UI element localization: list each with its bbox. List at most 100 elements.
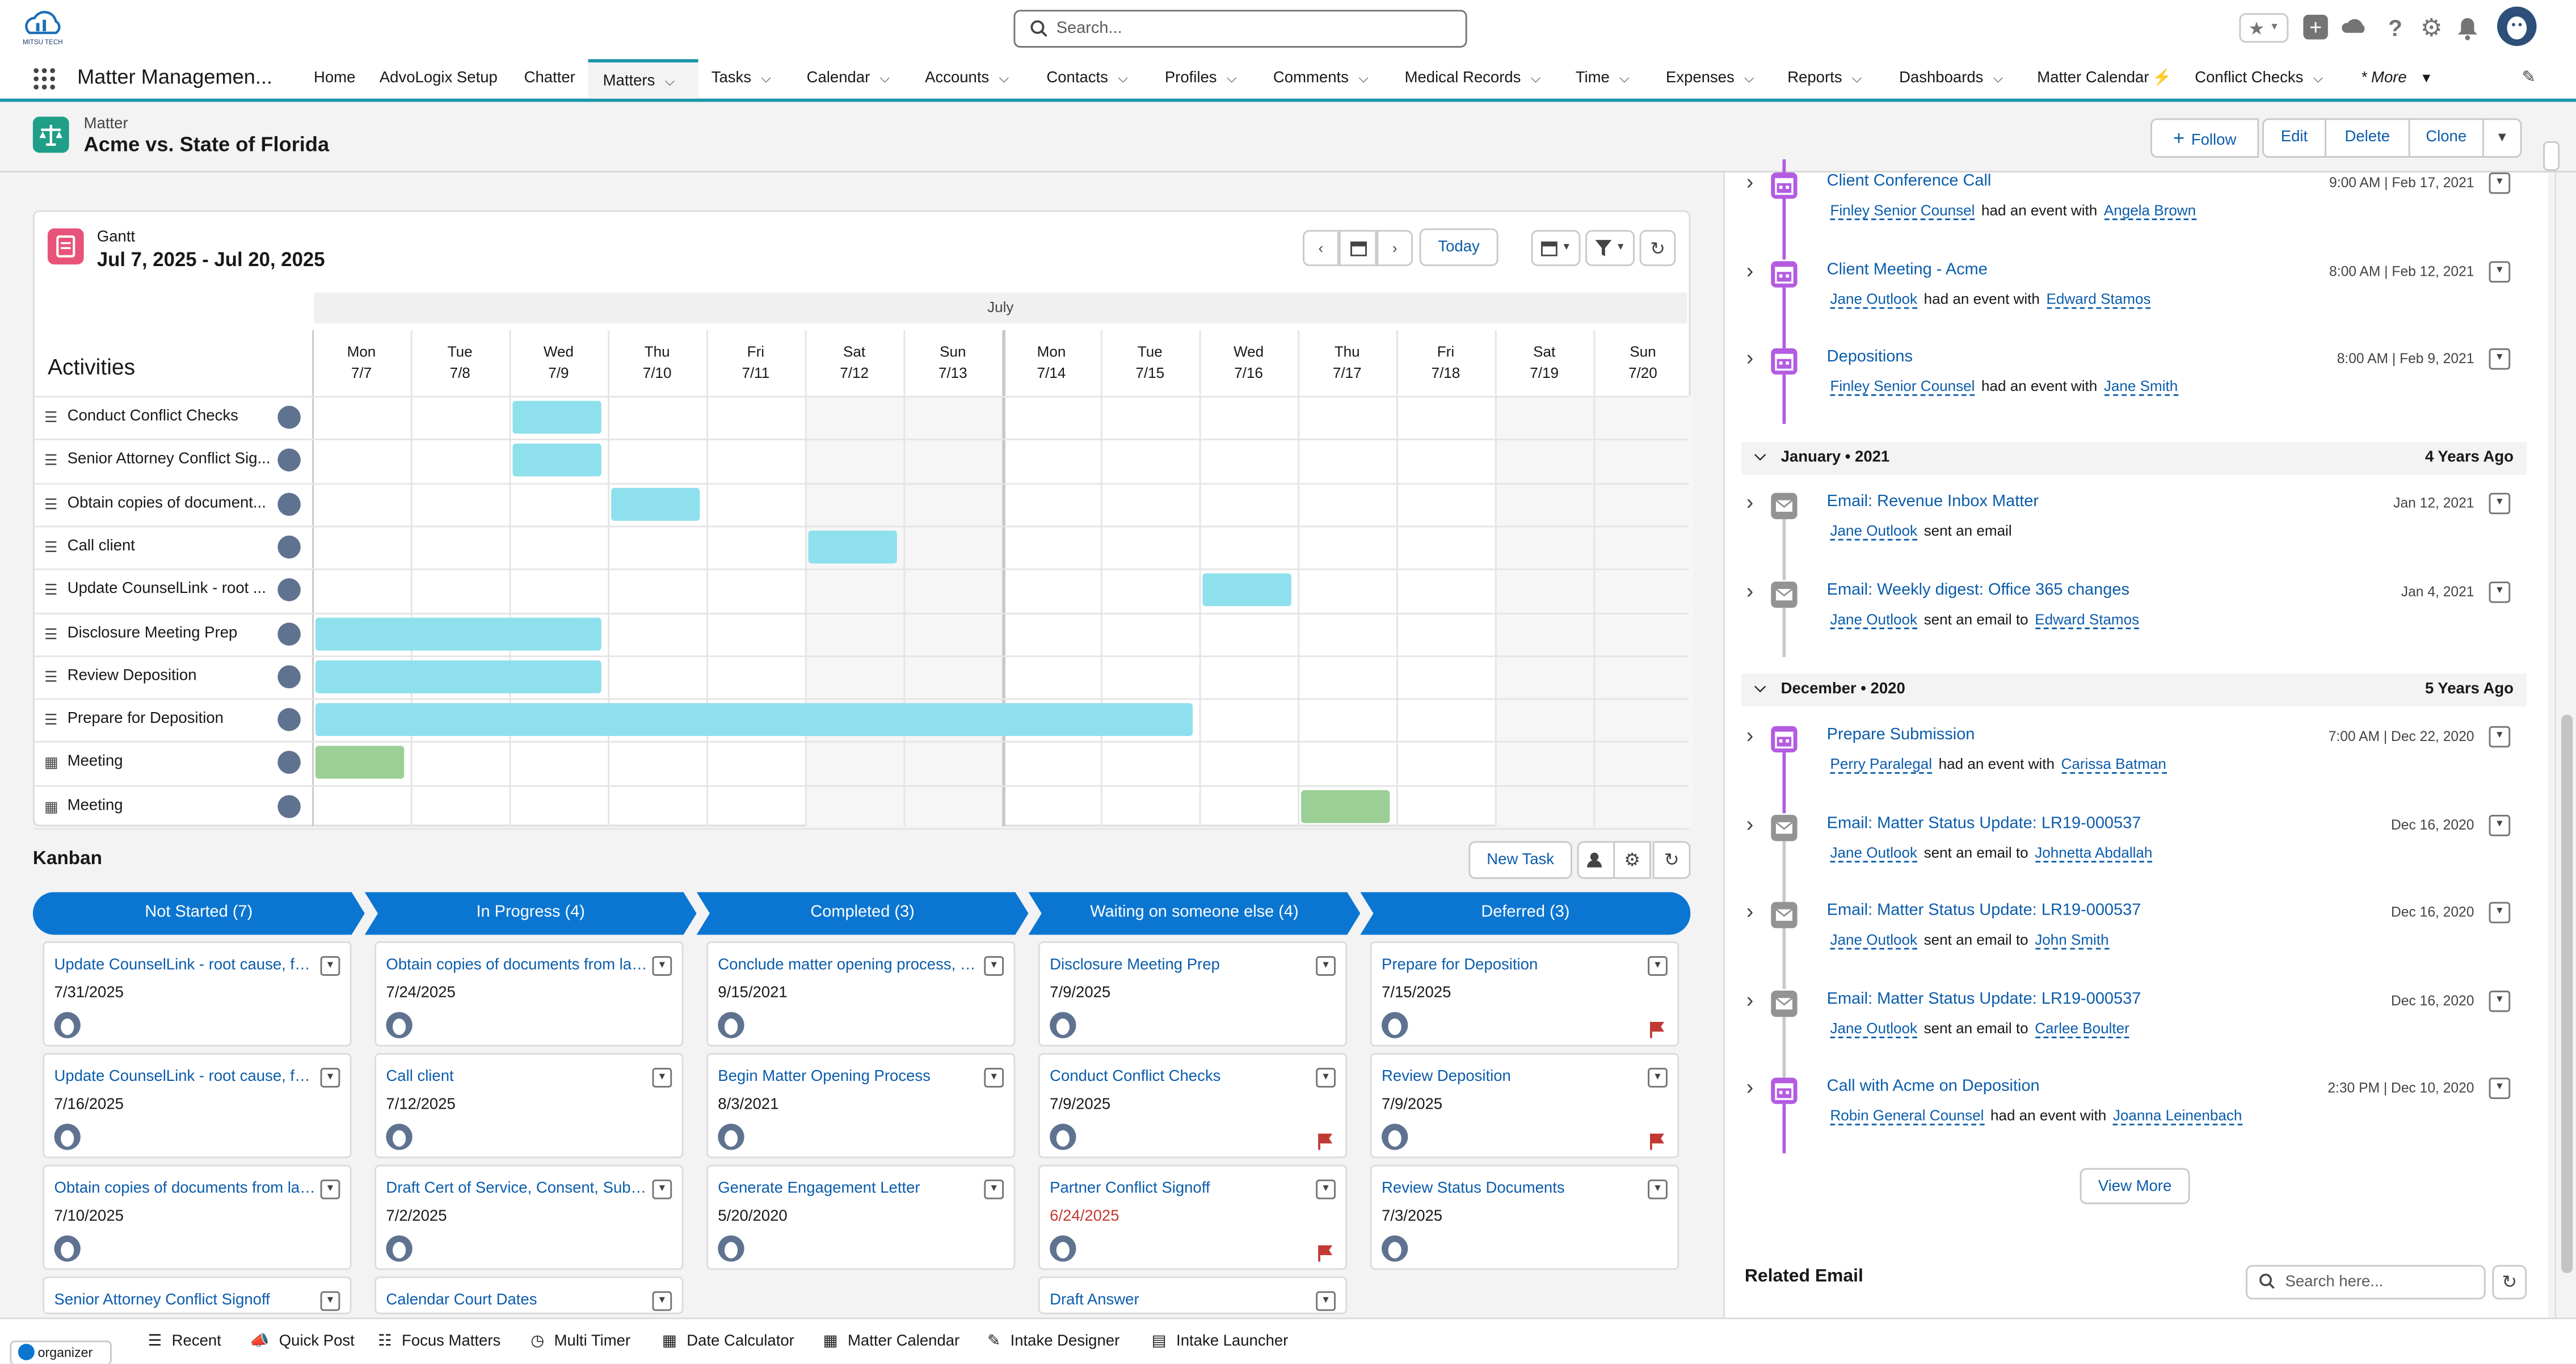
- chevron-down-icon[interactable]: ⌵: [1993, 70, 2003, 86]
- edit-button[interactable]: Edit: [2262, 118, 2326, 158]
- card-owner-avatar[interactable]: [718, 1012, 744, 1038]
- related-email-search-input[interactable]: Search here...: [2246, 1265, 2486, 1300]
- card-menu-chevron-down-icon[interactable]: ▼: [320, 956, 340, 976]
- card-owner-avatar[interactable]: [386, 1235, 413, 1262]
- gantt-task-bar[interactable]: [315, 660, 601, 693]
- owner-avatar[interactable]: [277, 492, 301, 515]
- card-title[interactable]: Conclude matter opening process, up...: [718, 956, 981, 974]
- utility-item-matter-calendar[interactable]: ▦ Matter Calendar: [823, 1332, 960, 1350]
- card-title[interactable]: Conduct Conflict Checks: [1050, 1068, 1221, 1086]
- actor-link[interactable]: Perry Paralegal: [1830, 755, 1932, 774]
- expand-chevron-right-icon[interactable]: ›: [1746, 898, 1754, 924]
- item-menu-chevron-down-icon[interactable]: ▼: [2489, 348, 2511, 370]
- chevron-down-icon[interactable]: ⌵: [1851, 70, 1862, 86]
- owner-avatar[interactable]: [277, 665, 301, 688]
- chevron-down-icon[interactable]: ⌵: [1619, 70, 1630, 86]
- card-title[interactable]: Review Status Documents: [1382, 1179, 1565, 1198]
- item-menu-chevron-down-icon[interactable]: ▼: [2489, 1077, 2511, 1100]
- app-launcher-icon[interactable]: [33, 68, 56, 91]
- clone-button[interactable]: Clone: [2408, 118, 2484, 158]
- card-menu-chevron-down-icon[interactable]: ▼: [984, 956, 1004, 976]
- item-menu-chevron-down-icon[interactable]: ▼: [2489, 902, 2511, 924]
- gantt-next-button[interactable]: ›: [1377, 230, 1413, 267]
- recipient-link[interactable]: Carlee Boulter: [2035, 1019, 2129, 1038]
- card-title[interactable]: Call client: [386, 1068, 454, 1086]
- recipient-link[interactable]: Joanna Leinenbach: [2112, 1107, 2242, 1126]
- activity-row[interactable]: ▦ Meeting: [35, 742, 310, 784]
- help-icon[interactable]: ?: [2388, 15, 2402, 41]
- more-actions-button[interactable]: ▼: [2482, 118, 2522, 158]
- favorites-star-icon[interactable]: ★ ▼: [2239, 13, 2289, 43]
- kanban-card[interactable]: Update CounselLink - root cause, fact...…: [43, 1053, 352, 1159]
- kanban-card[interactable]: Draft Cert of Service, Consent, Substi..…: [374, 1164, 684, 1270]
- activity-row[interactable]: ☰ Review Deposition: [35, 655, 310, 698]
- gantt-prev-button[interactable]: ‹: [1303, 230, 1339, 267]
- expand-chevron-right-icon[interactable]: ›: [1746, 986, 1754, 1012]
- page-scrollbar[interactable]: [2554, 172, 2576, 1318]
- activity-row[interactable]: ▦ Meeting: [35, 785, 310, 827]
- chevron-down-icon[interactable]: ⌵: [1744, 70, 1754, 86]
- recipient-link[interactable]: Jane Smith: [2103, 377, 2178, 396]
- activity-row[interactable]: ☰ Call client: [35, 525, 310, 568]
- gantt-today-button[interactable]: Today: [1419, 228, 1499, 267]
- owner-avatar[interactable]: [277, 449, 301, 472]
- actor-link[interactable]: Jane Outlook: [1830, 522, 1917, 541]
- utility-item-intake-designer[interactable]: ✎ Intake Designer: [987, 1332, 1119, 1350]
- card-menu-chevron-down-icon[interactable]: ▼: [984, 1179, 1004, 1199]
- user-avatar[interactable]: [2497, 6, 2537, 47]
- card-menu-chevron-down-icon[interactable]: ▼: [320, 1179, 340, 1199]
- timeline-item-title[interactable]: Call with Acme on Deposition: [1826, 1077, 2040, 1096]
- card-title[interactable]: Review Deposition: [1382, 1068, 1511, 1086]
- card-menu-chevron-down-icon[interactable]: ▼: [1316, 1068, 1336, 1088]
- owner-avatar[interactable]: [277, 621, 301, 645]
- timeline-item-title[interactable]: Email: Matter Status Update: LR19-000537: [1826, 814, 2141, 832]
- card-owner-avatar[interactable]: [1050, 1123, 1076, 1150]
- card-menu-chevron-down-icon[interactable]: ▼: [320, 1291, 340, 1311]
- nav-item-accounts[interactable]: Accounts ⌵: [925, 59, 1009, 98]
- kanban-card[interactable]: Partner Conflict Signoff ▼ 6/24/2025: [1038, 1164, 1348, 1270]
- card-owner-avatar[interactable]: [1382, 1012, 1408, 1038]
- chevron-down-icon[interactable]: ⌵: [879, 70, 890, 86]
- card-title[interactable]: Draft Cert of Service, Consent, Substi..…: [386, 1179, 649, 1198]
- trailhead-cloud-icon[interactable]: [2341, 15, 2367, 49]
- utility-item-intake-launcher[interactable]: ▤ Intake Launcher: [1152, 1332, 1289, 1350]
- gantt-event-bar[interactable]: [1301, 789, 1390, 823]
- recipient-link[interactable]: Edward Stamos: [2046, 290, 2151, 308]
- gantt-task-bar[interactable]: [512, 401, 601, 434]
- chevron-down-icon[interactable]: ⌵: [1754, 447, 1766, 464]
- kanban-card[interactable]: Review Deposition ▼ 7/9/2025: [1370, 1053, 1680, 1159]
- global-search-input[interactable]: Search...: [1013, 10, 1467, 48]
- expand-chevron-right-icon[interactable]: ›: [1746, 489, 1754, 515]
- setup-gear-icon[interactable]: ⚙: [2420, 15, 2443, 43]
- card-owner-avatar[interactable]: [1050, 1235, 1076, 1262]
- chevron-down-icon[interactable]: ⌵: [1118, 70, 1128, 86]
- card-title[interactable]: Generate Engagement Letter: [718, 1179, 920, 1198]
- gantt-task-bar[interactable]: [808, 530, 897, 563]
- card-menu-chevron-down-icon[interactable]: ▼: [652, 1068, 672, 1088]
- timeline-item-title[interactable]: Client Meeting - Acme: [1826, 260, 1988, 279]
- activity-row[interactable]: ☰ Update CounselLink - root ...: [35, 569, 310, 611]
- timeline-item-title[interactable]: Email: Weekly digest: Office 365 changes: [1826, 580, 2129, 599]
- card-owner-avatar[interactable]: [1050, 1012, 1076, 1038]
- gantt-filter-button[interactable]: ▼: [1585, 230, 1635, 267]
- activity-row[interactable]: ☰ Obtain copies of document...: [35, 482, 310, 525]
- gantt-task-bar[interactable]: [315, 703, 1193, 736]
- timeline-item-title[interactable]: Prepare Submission: [1826, 726, 1975, 744]
- expand-chevron-right-icon[interactable]: ›: [1746, 1074, 1754, 1100]
- kanban-card[interactable]: Senior Attorney Conflict Signoff ▼: [43, 1276, 352, 1315]
- kanban-card[interactable]: Calendar Court Dates ▼: [374, 1276, 684, 1315]
- nav-item-time[interactable]: Time ⌵: [1576, 59, 1630, 98]
- card-owner-avatar[interactable]: [54, 1123, 81, 1150]
- card-owner-avatar[interactable]: [386, 1012, 413, 1038]
- kanban-card[interactable]: Prepare for Deposition ▼ 7/15/2025: [1370, 941, 1680, 1047]
- nav-item-contacts[interactable]: Contacts ⌵: [1046, 59, 1128, 98]
- owner-avatar[interactable]: [277, 578, 301, 602]
- related-email-refresh-button[interactable]: ↻: [2492, 1265, 2527, 1300]
- activity-row[interactable]: ☰ Disclosure Meeting Prep: [35, 612, 310, 655]
- item-menu-chevron-down-icon[interactable]: ▼: [2489, 172, 2511, 194]
- timeline-month-section[interactable]: ⌵ January • 2021 4 Years Ago: [1741, 441, 2527, 475]
- chevron-down-icon[interactable]: ⌵: [1530, 70, 1541, 86]
- actor-link[interactable]: Jane Outlook: [1830, 1019, 1917, 1038]
- gantt-refresh-button[interactable]: ↻: [1639, 230, 1676, 267]
- card-title[interactable]: Obtain copies of documents from lan...: [54, 1179, 317, 1198]
